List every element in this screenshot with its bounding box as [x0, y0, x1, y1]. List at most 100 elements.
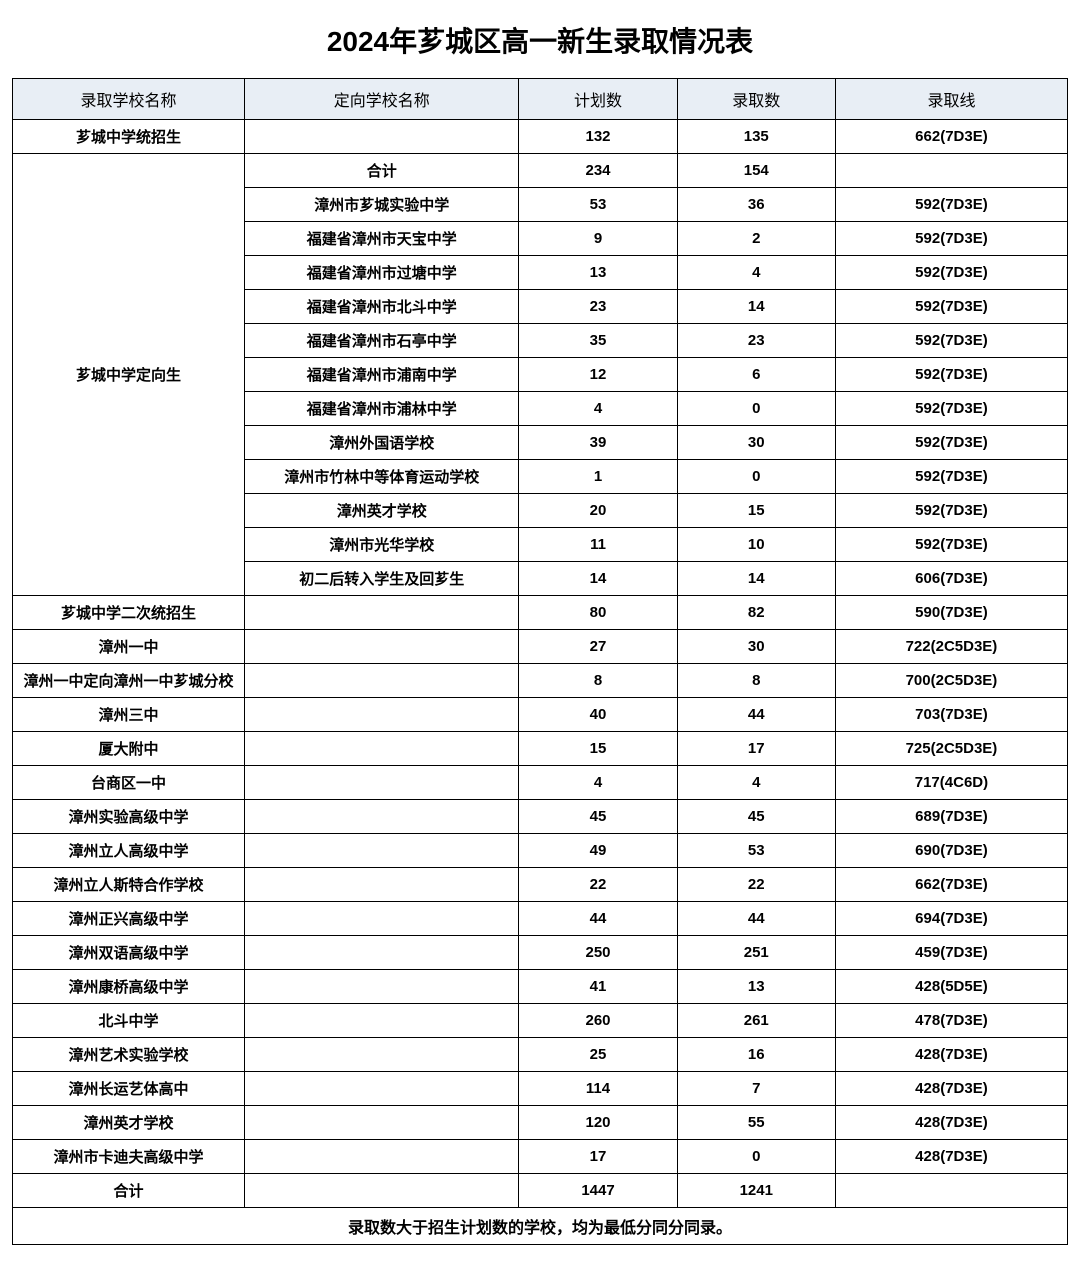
- table-row: 漳州立人高级中学4953690(7D3E): [13, 834, 1068, 868]
- cell-score: 428(7D3E): [835, 1038, 1067, 1072]
- cell-score: 592(7D3E): [835, 460, 1067, 494]
- cell-admitted: 14: [677, 290, 835, 324]
- table-row: 芗城中学二次统招生8082590(7D3E): [13, 596, 1068, 630]
- cell-school: 北斗中学: [13, 1004, 245, 1038]
- table-row: 漳州康桥高级中学4113428(5D5E): [13, 970, 1068, 1004]
- cell-school: 漳州康桥高级中学: [13, 970, 245, 1004]
- cell-score: 592(7D3E): [835, 256, 1067, 290]
- cell-target: 福建省漳州市过塘中学: [245, 256, 519, 290]
- cell-school: 漳州立人高级中学: [13, 834, 245, 868]
- cell-plan: 234: [519, 154, 677, 188]
- cell-target: 漳州市竹林中等体育运动学校: [245, 460, 519, 494]
- cell-target: [245, 1106, 519, 1140]
- cell-plan: 27: [519, 630, 677, 664]
- cell-admitted: 30: [677, 426, 835, 460]
- cell-target: 漳州市芗城实验中学: [245, 188, 519, 222]
- cell-score: 592(7D3E): [835, 188, 1067, 222]
- table-row: 漳州艺术实验学校2516428(7D3E): [13, 1038, 1068, 1072]
- table-row: 漳州一中2730722(2C5D3E): [13, 630, 1068, 664]
- cell-plan: 17: [519, 1140, 677, 1174]
- cell-target: [245, 800, 519, 834]
- cell-score: 592(7D3E): [835, 494, 1067, 528]
- cell-school: 漳州双语高级中学: [13, 936, 245, 970]
- cell-score: 722(2C5D3E): [835, 630, 1067, 664]
- cell-plan: 25: [519, 1038, 677, 1072]
- header-target: 定向学校名称: [245, 79, 519, 120]
- cell-target: [245, 596, 519, 630]
- table-row: 漳州英才学校12055428(7D3E): [13, 1106, 1068, 1140]
- table-row: 漳州双语高级中学250251459(7D3E): [13, 936, 1068, 970]
- table-row: 漳州一中定向漳州一中芗城分校88700(2C5D3E): [13, 664, 1068, 698]
- cell-plan: 15: [519, 732, 677, 766]
- cell-plan: 1: [519, 460, 677, 494]
- cell-plan: 8: [519, 664, 677, 698]
- cell-school: 漳州英才学校: [13, 1106, 245, 1140]
- cell-admitted: 0: [677, 460, 835, 494]
- cell-school: 芗城中学定向生: [13, 154, 245, 596]
- table-row: 北斗中学 260261478(7D3E): [13, 1004, 1068, 1038]
- cell-score: 459(7D3E): [835, 936, 1067, 970]
- cell-plan: 14: [519, 562, 677, 596]
- cell-school: 漳州艺术实验学校: [13, 1038, 245, 1072]
- cell-score: 717(4C6D): [835, 766, 1067, 800]
- cell-score: 478(7D3E): [835, 1004, 1067, 1038]
- header-plan: 计划数: [519, 79, 677, 120]
- cell-admitted: 135: [677, 120, 835, 154]
- cell-score: 700(2C5D3E): [835, 664, 1067, 698]
- cell-school: 漳州一中定向漳州一中芗城分校: [13, 664, 245, 698]
- cell-school: 厦大附中: [13, 732, 245, 766]
- cell-target: [245, 120, 519, 154]
- cell-admitted: 261: [677, 1004, 835, 1038]
- cell-score: [835, 154, 1067, 188]
- header-score: 录取线: [835, 79, 1067, 120]
- cell-target: [245, 1072, 519, 1106]
- cell-admitted: 4: [677, 766, 835, 800]
- cell-score: 694(7D3E): [835, 902, 1067, 936]
- cell-plan: 260: [519, 1004, 677, 1038]
- cell-admitted: 10: [677, 528, 835, 562]
- cell-admitted: 17: [677, 732, 835, 766]
- footnote-row: 录取数大于招生计划数的学校，均为最低分同分同录。: [13, 1208, 1068, 1245]
- table-row: 漳州正兴高级中学4444694(7D3E): [13, 902, 1068, 936]
- cell-target: [245, 630, 519, 664]
- cell-plan: 20: [519, 494, 677, 528]
- cell-admitted: 44: [677, 698, 835, 732]
- cell-target: 福建省漳州市浦林中学: [245, 392, 519, 426]
- cell-plan: 45: [519, 800, 677, 834]
- cell-target: 福建省漳州市石亭中学: [245, 324, 519, 358]
- cell-school: 合计: [13, 1174, 245, 1208]
- admission-table: 录取学校名称 定向学校名称 计划数 录取数 录取线 芗城中学统招生1321356…: [12, 78, 1068, 1245]
- header-school: 录取学校名称: [13, 79, 245, 120]
- cell-score: 725(2C5D3E): [835, 732, 1067, 766]
- cell-plan: 80: [519, 596, 677, 630]
- cell-target: 合计: [245, 154, 519, 188]
- cell-plan: 35: [519, 324, 677, 358]
- cell-admitted: 6: [677, 358, 835, 392]
- cell-plan: 40: [519, 698, 677, 732]
- cell-score: 590(7D3E): [835, 596, 1067, 630]
- cell-target: 初二后转入学生及回芗生: [245, 562, 519, 596]
- cell-school: 芗城中学统招生: [13, 120, 245, 154]
- cell-school: 漳州三中: [13, 698, 245, 732]
- cell-school: 漳州实验高级中学: [13, 800, 245, 834]
- cell-score: 428(7D3E): [835, 1106, 1067, 1140]
- cell-target: 福建省漳州市浦南中学: [245, 358, 519, 392]
- cell-plan: 120: [519, 1106, 677, 1140]
- cell-score: 592(7D3E): [835, 392, 1067, 426]
- cell-score: 662(7D3E): [835, 120, 1067, 154]
- cell-admitted: 0: [677, 392, 835, 426]
- cell-admitted: 82: [677, 596, 835, 630]
- cell-plan: 1447: [519, 1174, 677, 1208]
- cell-target: [245, 1174, 519, 1208]
- cell-school: 台商区一中: [13, 766, 245, 800]
- cell-plan: 114: [519, 1072, 677, 1106]
- cell-score: 592(7D3E): [835, 324, 1067, 358]
- cell-admitted: 0: [677, 1140, 835, 1174]
- table-row: 漳州长运艺体高中1147428(7D3E): [13, 1072, 1068, 1106]
- cell-score: 662(7D3E): [835, 868, 1067, 902]
- cell-score: 592(7D3E): [835, 290, 1067, 324]
- table-row: 漳州市卡迪夫高级中学170428(7D3E): [13, 1140, 1068, 1174]
- cell-school: 漳州正兴高级中学: [13, 902, 245, 936]
- cell-score: 428(5D5E): [835, 970, 1067, 1004]
- cell-plan: 250: [519, 936, 677, 970]
